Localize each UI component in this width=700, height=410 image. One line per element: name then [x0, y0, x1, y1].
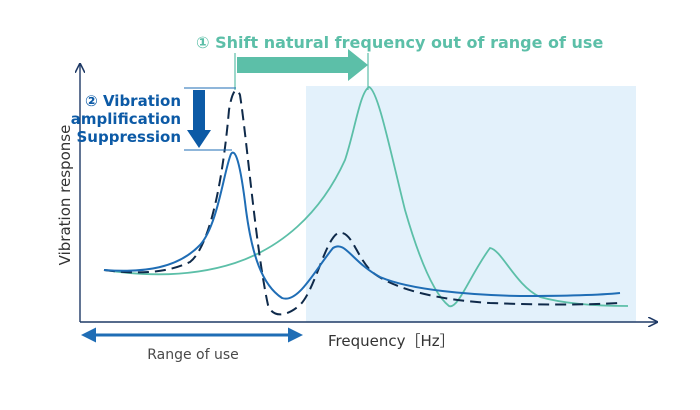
suppression-arrow [187, 90, 211, 148]
suppression-label-line1: ② Vibration [85, 92, 181, 110]
shift-label: ① Shift natural frequency out of range o… [196, 33, 603, 52]
suppressed-response-curve [103, 151, 621, 300]
shift-arrow [237, 49, 368, 81]
y-axis-label: Vibration response [56, 125, 74, 266]
x-axis-label: Frequency［Hz］ [328, 332, 455, 350]
suppression-label-line3: Suppression [76, 128, 181, 146]
out-of-range-region [306, 86, 636, 322]
suppression-label-line2: amplification [71, 110, 181, 128]
original-response-curve [103, 89, 621, 316]
shifted-response-curve [103, 86, 629, 307]
range-of-use-label: Range of use [147, 347, 239, 363]
